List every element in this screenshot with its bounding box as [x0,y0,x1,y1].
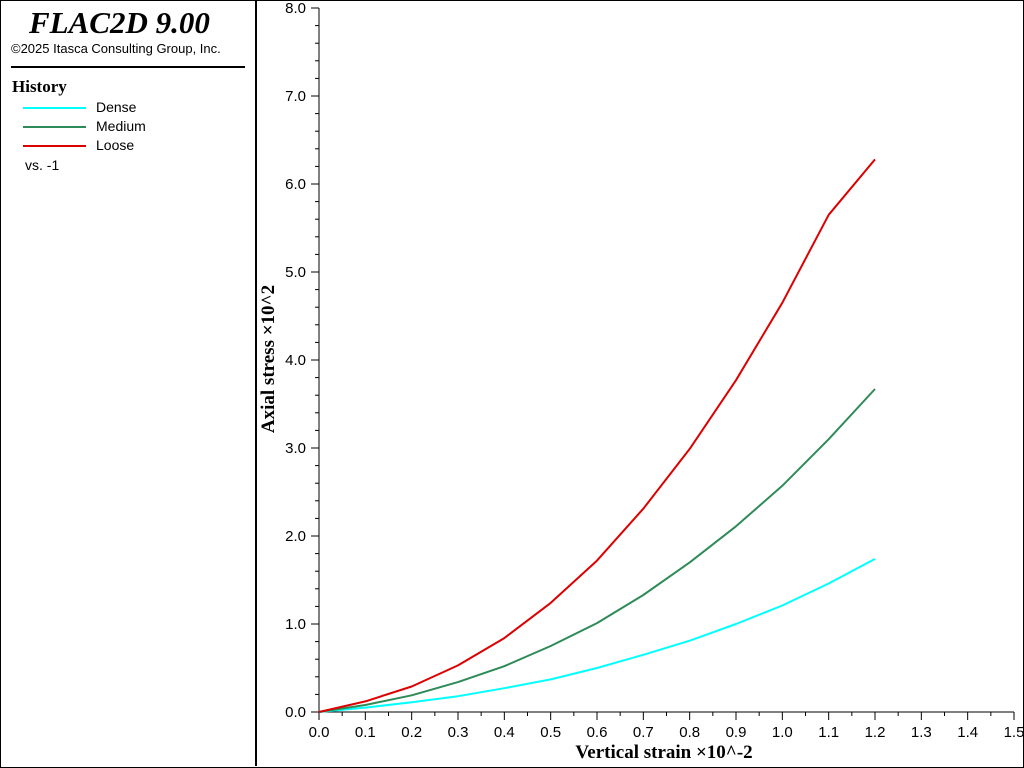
x-tick-label: 1.4 [957,724,978,741]
axes-group: 0.0 1.0 2.0 3.0 4.0 5.0 6.0 7.0 8.0 0.0 0.1 0.2 0.3 0… [285,0,1024,741]
y-tick-label: 1.0 [285,616,306,633]
legend-panel: FLAC2D 9.00 ©2025 Itasca Consulting Grou… [1,1,257,766]
y-tick-label: 7.0 [285,88,306,105]
legend-label-dense: Dense [96,99,137,115]
series-line-dense [318,558,876,713]
legend-item-dense: Dense [23,99,243,117]
vs-label: vs. -1 [25,157,60,173]
x-tick-label: 0.6 [587,724,608,741]
y-tick-label: 6.0 [285,176,306,193]
y-tick-label: 3.0 [285,440,306,457]
y-axis-title: Axial stress ×10^2 [258,285,279,433]
copyright-text: ©2025 Itasca Consulting Group, Inc. [11,41,221,56]
series-line-medium [318,388,876,713]
y-tick-label: 2.0 [285,528,306,545]
series-group [318,158,876,713]
x-tick-label: 1.1 [818,724,839,741]
x-tick-label: 0.4 [494,724,515,741]
x-tick-label: 0.7 [633,724,654,741]
x-tick-label: 1.5 [1004,724,1024,741]
x-tick-label: 0.2 [401,724,422,741]
panel-divider [11,66,245,68]
legend-swatch-dense [23,107,86,109]
x-tick-label: 0.8 [679,724,700,741]
y-tick-label: 0.0 [285,704,306,721]
legend-item-loose: Loose [23,137,243,155]
x-tick-label: 1.0 [772,724,793,741]
legend-swatch-medium [23,126,86,128]
x-tick-label: 1.3 [911,724,932,741]
x-tick-label: 0.3 [448,724,469,741]
series-line-loose [318,158,876,713]
legend-label-loose: Loose [96,137,135,153]
legend-swatch-loose [23,145,86,147]
legend-item-medium: Medium [23,118,243,136]
x-tick-label: 0.9 [726,724,747,741]
app-title: FLAC2D 9.00 [29,5,210,40]
y-tick-label: 4.0 [285,352,306,369]
y-tick-label: 8.0 [285,0,306,17]
x-tick-label: 0.0 [309,724,330,741]
legend-label-medium: Medium [96,118,146,134]
x-tick-label: 1.2 [865,724,886,741]
y-tick-label: 5.0 [285,264,306,281]
x-tick-label: 0.5 [540,724,561,741]
x-axis-title: Vertical strain ×10^-2 [575,742,752,763]
history-heading: History [12,77,67,96]
x-tick-label: 0.1 [355,724,376,741]
